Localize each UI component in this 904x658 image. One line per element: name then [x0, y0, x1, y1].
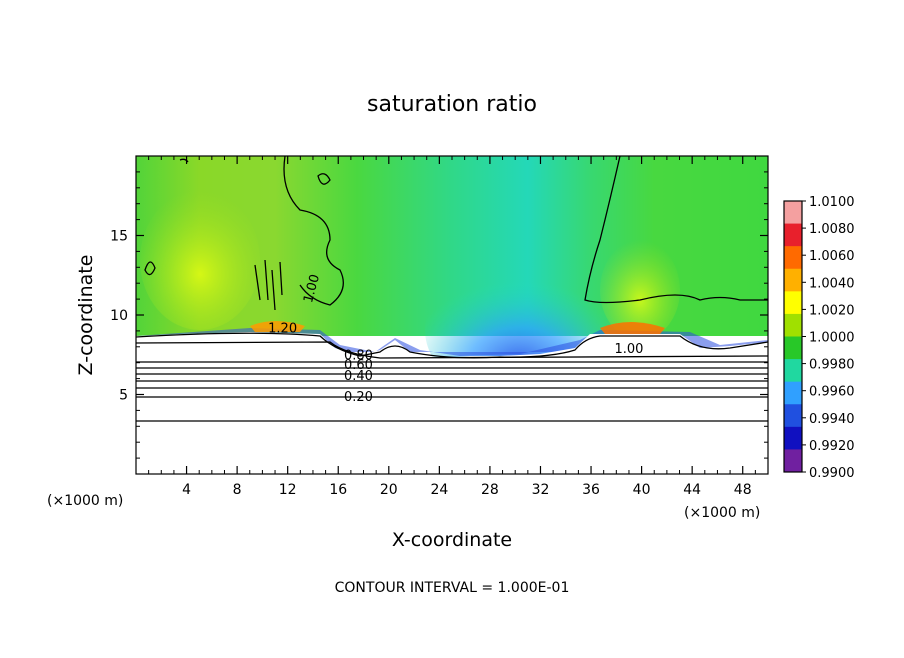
colorbar-swatch — [784, 449, 802, 473]
x-tick-label: 48 — [734, 482, 752, 498]
contour-label: 0.20 — [344, 390, 373, 405]
colorbar-label: 1.0020 — [809, 303, 855, 318]
x-tick-label: 28 — [481, 482, 499, 498]
y-axis-label: Z-coordinate — [75, 255, 97, 376]
colorbar-swatch — [784, 246, 802, 270]
colorbar-label: 1.0000 — [809, 331, 855, 346]
colorbar-label: 0.9900 — [809, 466, 855, 481]
x-tick-label: 16 — [329, 482, 347, 498]
colorbar-label: 1.0080 — [809, 222, 855, 237]
colorbar-swatch — [784, 359, 802, 383]
contour-label: 0.60 — [344, 358, 373, 373]
x-axis-label: X-coordinate — [392, 529, 512, 551]
y-tick-label: 10 — [110, 308, 128, 324]
x-tick-label: 32 — [532, 482, 550, 498]
x-axis: 4 8 12 16 20 24 28 32 36 40 44 48 — [135, 156, 769, 498]
contour-interval-note: CONTOUR INTERVAL = 1.000E-01 — [335, 580, 570, 596]
x-tick-label: 8 — [233, 482, 242, 498]
colorbar-swatch — [784, 336, 802, 360]
plot-area — [136, 156, 768, 474]
colorbar-swatch — [784, 313, 802, 337]
colorbar-label: 1.0040 — [809, 276, 855, 291]
x-tick-label: 12 — [279, 482, 297, 498]
x-tick-label: 40 — [633, 482, 651, 498]
x-tick-label: 4 — [182, 482, 191, 498]
colorbar: 1.0100 1.0080 1.0060 1.0040 1.0020 1.0000 0.99… — [783, 195, 855, 481]
colorbar-label: 1.0100 — [809, 195, 855, 210]
x-tick-label: 24 — [430, 482, 448, 498]
colorbar-label: 0.9960 — [809, 385, 855, 400]
contour-label: 1.00 — [301, 273, 323, 305]
colorbar-swatch — [784, 201, 802, 225]
contour-label: 1.20 — [268, 321, 297, 336]
colorbar-swatch — [784, 381, 802, 405]
x-axis-unit-right: (×1000 m) — [684, 505, 760, 521]
x-tick-label: 36 — [582, 482, 600, 498]
x-tick-label: 20 — [380, 482, 398, 498]
colorbar-swatch — [784, 223, 802, 247]
colorbar-swatch — [784, 291, 802, 315]
colorbar-swatch — [784, 268, 802, 292]
x-axis-unit-left: (×1000 m) — [47, 493, 123, 509]
colorbar-swatch — [784, 426, 802, 450]
y-axis: 5 10 15 — [110, 171, 768, 459]
x-tick-label: 44 — [683, 482, 701, 498]
colorbar-swatch — [784, 404, 802, 428]
chart-title: saturation ratio — [367, 92, 537, 117]
y-tick-label: 15 — [110, 229, 128, 245]
contour-label: 0.80 — [344, 349, 373, 364]
colorbar-label: 0.9980 — [809, 358, 855, 373]
colorbar-label: 1.0060 — [809, 249, 855, 264]
contour-label: 0.40 — [344, 369, 373, 384]
y-tick-label: 5 — [119, 388, 128, 404]
colorbar-label: 0.9940 — [809, 412, 855, 427]
colorbar-label: 0.9920 — [809, 439, 855, 454]
contour-label: 1.00 — [614, 342, 643, 357]
